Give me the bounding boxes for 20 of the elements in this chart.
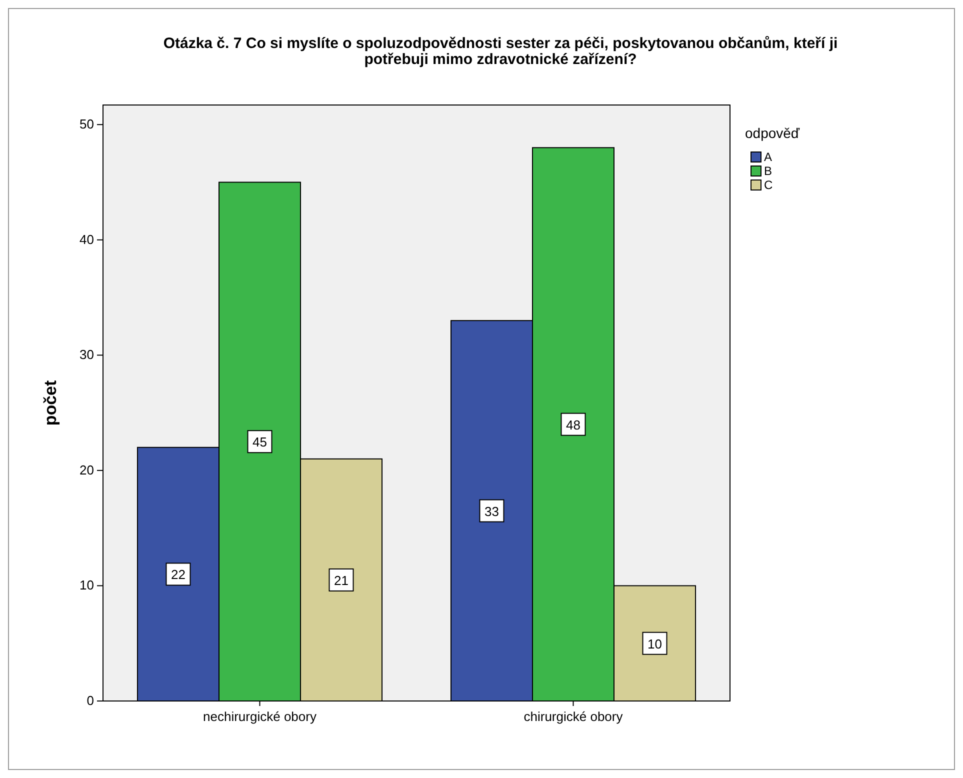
y-axis-title: počet bbox=[41, 380, 60, 426]
y-tick-label: 30 bbox=[80, 347, 94, 362]
data-label: 33 bbox=[484, 504, 499, 519]
y-tick-label: 10 bbox=[80, 578, 94, 593]
legend-label: B bbox=[764, 164, 772, 178]
data-label: 22 bbox=[171, 567, 186, 582]
data-label: 10 bbox=[648, 636, 662, 652]
legend-label: A bbox=[764, 150, 772, 164]
x-tick-label: chirurgické obory bbox=[524, 709, 624, 724]
legend-title: odpověď bbox=[745, 125, 800, 141]
y-tick-label: 50 bbox=[80, 116, 94, 132]
y-tick-label: 0 bbox=[86, 693, 94, 708]
legend-label: C bbox=[764, 178, 773, 192]
x-tick-label: nechirurgické obory bbox=[203, 709, 317, 724]
data-label: 48 bbox=[566, 417, 580, 432]
data-label: 45 bbox=[252, 434, 267, 450]
data-label: 21 bbox=[334, 572, 348, 588]
chart-title: Otázka č. 7 Co si myslíte o spoluzodpovědnosti sester za péči, poskytovanou občanům, kteří ji potřebuji mimo zdravotnické zařízení? bbox=[163, 35, 838, 68]
y-tick-label: 40 bbox=[80, 232, 94, 247]
y-tick-label: 20 bbox=[80, 462, 94, 478]
